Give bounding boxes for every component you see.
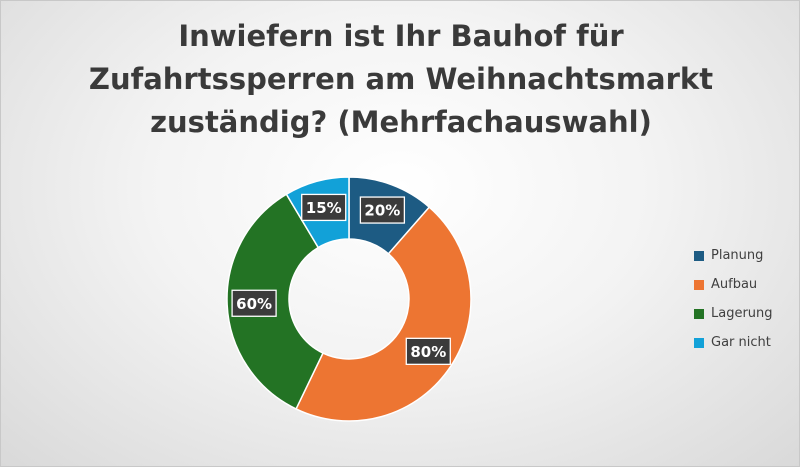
data-label-box [231,289,277,317]
data-label-aufbau: 80% [405,337,451,365]
data-label-text: 60% [236,295,272,313]
data-label-text: 80% [410,343,446,361]
data-label-planung: 20% [359,196,406,224]
data-label-text: 15% [306,199,342,217]
data-label-box [301,193,347,222]
data-label-gar-nicht: 15% [301,193,347,222]
data-label-lagerung: 60% [231,289,277,317]
legend-swatch-lagerung [694,308,704,319]
legend-label-aufbau: Aufbau [711,277,758,292]
legend-swatch-gar-nicht [694,337,704,348]
chart-title-line-2: Zufahrtssperren am Weihnachtsmarkt [88,62,714,96]
donut-slice-aufbau [295,206,472,422]
legend-label-gar-nicht: Gar nicht [711,335,771,350]
chart-title-line-3: zuständig? (Mehrfachauswahl) [150,105,652,139]
legend-swatch-aufbau [694,279,704,290]
legend-label-planung: Planung [711,248,764,263]
chart-title: Inwiefern ist Ihr Bauhof für Zufahrtsspe… [1,15,800,144]
data-label-text: 20% [364,202,400,220]
legend-item-gar-nicht: Gar nicht [694,328,794,357]
legend-label-lagerung: Lagerung [711,306,773,321]
chart-legend: Planung Aufbau Lagerung Gar nicht [694,241,794,357]
data-label-box [359,196,406,224]
chart-title-line-1: Inwiefern ist Ihr Bauhof für [178,19,624,53]
legend-item-aufbau: Aufbau [694,270,794,299]
data-label-box [405,337,451,365]
legend-item-lagerung: Lagerung [694,299,794,328]
legend-swatch-planung [694,250,704,261]
legend-item-planung: Planung [694,241,794,270]
